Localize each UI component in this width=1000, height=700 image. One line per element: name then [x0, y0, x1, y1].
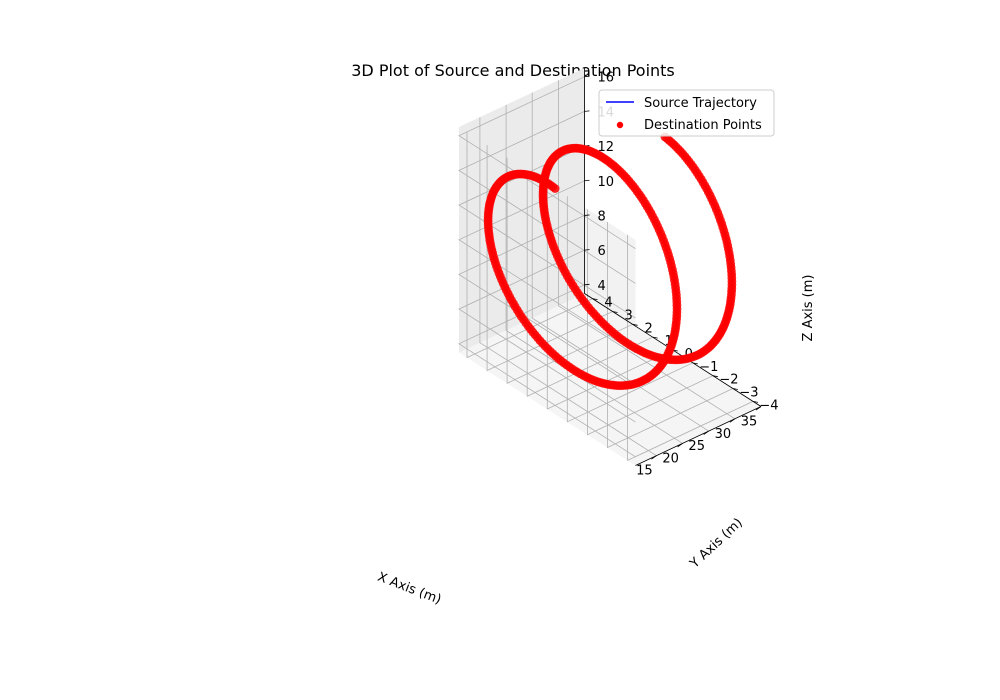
- y-tick: [732, 388, 738, 390]
- z-tick-label: 10: [598, 175, 615, 190]
- z-tick-label: 8: [598, 209, 606, 224]
- y-tick: [752, 400, 759, 403]
- z-tick-label: 16: [598, 71, 615, 86]
- grid-line-z: [458, 249, 636, 423]
- y-tick-label: −4: [759, 398, 778, 413]
- grid-line-z: [458, 111, 636, 284]
- grid-line-x: [531, 92, 709, 432]
- x-tick-label: 15: [636, 464, 653, 479]
- grid-line-y: [546, 183, 673, 410]
- x-tick: [729, 418, 736, 423]
- y-tick-label: −3: [739, 386, 758, 401]
- x-tick-label: 30: [715, 427, 732, 442]
- z-tick: [584, 75, 590, 78]
- y-axis-label: Y Axis (m): [687, 515, 746, 572]
- grid-line-x: [479, 117, 657, 457]
- y-tick: [592, 298, 598, 301]
- grid-line-y: [607, 222, 734, 449]
- grid-line-z: [458, 145, 636, 319]
- y-tick: [712, 375, 718, 378]
- destination-points: [483, 132, 737, 390]
- legend: Source Trajectory Destination Points: [598, 89, 775, 137]
- z-tick: [584, 110, 590, 112]
- grid-line-y: [466, 132, 593, 359]
- grid-line-y: [506, 157, 633, 384]
- x-tick-label: 20: [662, 451, 679, 466]
- z-tick: [584, 179, 590, 182]
- grid-line-y: [627, 234, 754, 462]
- y-tick-label: −2: [719, 373, 738, 388]
- grid-line-z: [458, 215, 636, 388]
- chart-title: 3D Plot of Source and Destination Points: [351, 61, 675, 80]
- x-tick-label: 35: [741, 415, 758, 430]
- legend-label-destination: Destination Points: [644, 118, 762, 133]
- y-tick-label: 2: [644, 321, 652, 336]
- z-tick: [584, 214, 590, 216]
- z-axis-label: Z Axis (m): [801, 275, 816, 342]
- x-tick: [703, 430, 709, 435]
- z-tick-label: 6: [598, 244, 606, 259]
- z-tick: [584, 249, 590, 251]
- y-tick-label: −1: [699, 360, 718, 375]
- y-tick: [692, 362, 698, 365]
- z-tick: [584, 283, 590, 286]
- grid-line-z: [458, 284, 636, 458]
- y-tick-label: 4: [604, 296, 612, 311]
- grid-line-z: [458, 76, 636, 250]
- z-tick-label: 4: [598, 279, 606, 294]
- legend-marker-swatch: [616, 121, 624, 129]
- legend-box: [598, 89, 775, 137]
- grid-line-y: [526, 170, 653, 397]
- y-tick: [652, 336, 658, 339]
- x-axis-label: X Axis (m): [375, 570, 443, 608]
- x-tick: [755, 406, 762, 411]
- x-tick: [651, 455, 657, 460]
- tick-marks: [584, 75, 762, 460]
- x-tick: [677, 443, 683, 448]
- legend-label-source: Source Trajectory: [644, 96, 757, 111]
- z-tick-label: 12: [598, 140, 615, 155]
- y-tick: [632, 323, 638, 326]
- y-tick-label: 3: [624, 309, 632, 324]
- y-tick: [612, 311, 618, 313]
- x-tick-label: 25: [688, 439, 705, 454]
